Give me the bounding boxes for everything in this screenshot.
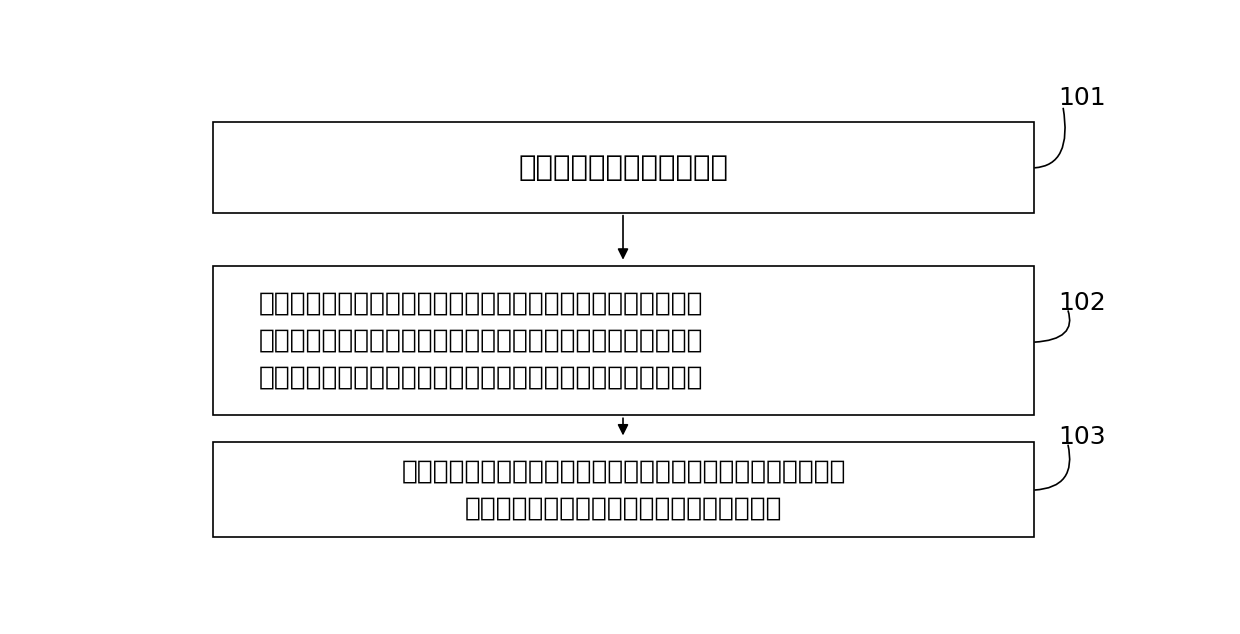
Text: 根据所述工作波段确定所述集成光波导中的宽度较小的第一波导
的宽度值和宽度较大的第二波导的宽度值，使得所述第一波导的
基模和所述第二波导的二阶模在所述工作波段的有: 根据所述工作波段确定所述集成光波导中的宽度较小的第一波导 的宽度值和宽度较大的第… (258, 291, 703, 391)
Text: 控制所述第一波导和所述第二波导之间的间隔距离，使得所述工
作波段的电磁波的色散值达到所述目标色散值: 控制所述第一波导和所述第二波导之间的间隔距离，使得所述工 作波段的电磁波的色散值… (402, 458, 846, 521)
Bar (213, 443, 1034, 538)
Text: 102: 102 (1059, 291, 1106, 315)
Bar (213, 266, 1034, 415)
Text: 103: 103 (1059, 425, 1106, 450)
Text: 获取工作波段和目标色散值: 获取工作波段和目标色散值 (518, 153, 728, 181)
Bar (213, 122, 1034, 213)
Text: 101: 101 (1059, 86, 1106, 110)
